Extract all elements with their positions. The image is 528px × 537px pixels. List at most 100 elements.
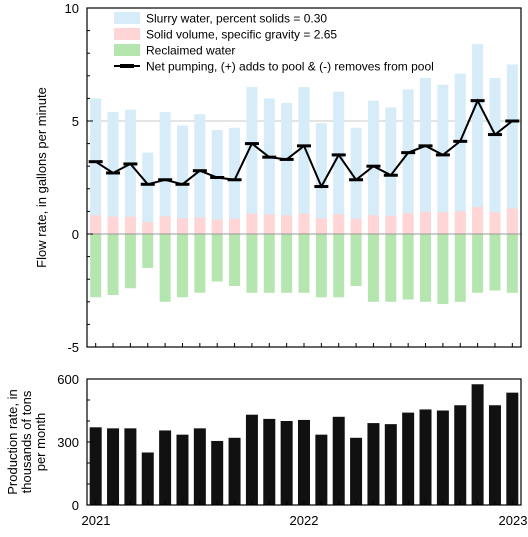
solid-volume-bar xyxy=(333,214,345,234)
solid-volume-bar xyxy=(229,218,241,234)
production-bar xyxy=(350,437,363,505)
slurry-water-bar xyxy=(281,102,293,234)
solid-volume-bar xyxy=(350,218,362,234)
reclaimed-water-bar xyxy=(229,234,241,286)
production-bar xyxy=(298,419,310,505)
reclaimed-water-bar xyxy=(385,234,397,302)
slurry-water-bar xyxy=(454,73,466,234)
solid-volume-bar xyxy=(420,212,432,234)
x-year-label: 2021 xyxy=(82,513,111,528)
solid-volume-bar xyxy=(315,218,327,234)
slurry-water-bar xyxy=(211,130,223,234)
reclaimed-water-bar xyxy=(472,234,484,293)
solid-volume-bar xyxy=(159,216,171,234)
solid-volume-bar xyxy=(124,216,136,234)
bottom-y-axis-title-line: per month xyxy=(33,413,48,472)
slurry-water-bar xyxy=(246,87,258,234)
reclaimed-water-bar xyxy=(281,234,293,293)
production-bar xyxy=(315,434,328,505)
production-bar xyxy=(263,418,276,505)
bottom-y-tick-label: 600 xyxy=(57,372,79,387)
solid-volume-bar xyxy=(472,206,484,234)
slurry-water-bar xyxy=(176,125,188,234)
solid-volume-bar xyxy=(489,212,501,234)
production-bar xyxy=(228,437,241,505)
reclaimed-water-bar xyxy=(367,234,379,302)
reclaimed-water-bar xyxy=(298,234,310,293)
top-y-axis-title: Flow rate, in gallons per minute xyxy=(34,87,49,268)
production-bar xyxy=(124,428,137,505)
slurry-water-bar xyxy=(402,89,414,234)
production-bar xyxy=(280,421,293,505)
reclaimed-water-bar xyxy=(263,234,275,293)
slurry-water-bar xyxy=(385,107,397,234)
top-y-tick-label: 5 xyxy=(72,114,79,129)
production-bar xyxy=(107,428,120,505)
solid-volume-bar xyxy=(402,213,414,234)
production-bar xyxy=(402,412,415,505)
reclaimed-water-bar xyxy=(454,234,466,302)
production-bar xyxy=(159,430,172,505)
slurry-water-bar xyxy=(194,114,206,234)
x-year-label: 2022 xyxy=(290,513,319,528)
top-y-tick-label: 0 xyxy=(72,227,79,242)
legend-label: Net pumping, (+) adds to pool & (-) remo… xyxy=(146,60,434,74)
solid-volume-bar xyxy=(194,217,206,234)
slurry-water-bar xyxy=(263,98,275,235)
reclaimed-water-bar xyxy=(211,234,223,282)
top-y-tick-label: 10 xyxy=(65,1,79,16)
legend-swatch xyxy=(114,28,140,40)
bottom-y-tick-label: 0 xyxy=(72,498,79,513)
reclaimed-water-bar xyxy=(315,234,327,298)
production-bar xyxy=(471,384,484,505)
solid-volume-bar xyxy=(90,215,102,234)
top-y-tick-label: -5 xyxy=(67,340,79,355)
reclaimed-water-bar xyxy=(159,234,171,302)
solid-volume-bar xyxy=(454,211,466,234)
solid-volume-bar xyxy=(107,216,119,234)
reclaimed-water-bar xyxy=(176,234,188,298)
reclaimed-water-bar xyxy=(90,234,102,298)
legend-label: Slurry water, percent solids = 0.30 xyxy=(146,12,327,26)
solid-volume-bar xyxy=(506,208,518,234)
reclaimed-water-bar xyxy=(194,234,206,293)
production-bar xyxy=(176,434,189,505)
reclaimed-water-bar xyxy=(124,234,136,289)
legend-swatch xyxy=(114,12,140,24)
reclaimed-water-bar xyxy=(142,234,154,268)
x-year-label: 2023 xyxy=(499,513,528,528)
reclaimed-water-bar xyxy=(350,234,362,286)
production-bar xyxy=(384,424,397,505)
legend-swatch xyxy=(114,44,140,56)
reclaimed-water-bar xyxy=(402,234,414,300)
slurry-water-bar xyxy=(90,98,102,235)
reclaimed-water-bar xyxy=(333,234,345,298)
bottom-y-tick-label: 300 xyxy=(57,435,79,450)
production-bar xyxy=(436,410,449,505)
reclaimed-water-bar xyxy=(437,234,449,305)
slurry-water-bar xyxy=(506,64,518,234)
slurry-water-bar xyxy=(472,44,484,234)
legend-label: Reclaimed water xyxy=(146,44,235,58)
solid-volume-bar xyxy=(246,213,258,234)
production-bar xyxy=(245,414,258,505)
production-bar xyxy=(367,423,380,505)
reclaimed-water-bar xyxy=(489,234,501,291)
production-bar xyxy=(454,405,467,505)
solid-volume-bar xyxy=(176,218,188,234)
slurry-water-bar xyxy=(315,123,327,234)
slurry-water-bar xyxy=(420,78,432,234)
slurry-water-bar xyxy=(437,84,449,234)
slurry-water-bar xyxy=(298,87,310,234)
solid-volume-bar xyxy=(437,212,449,234)
slurry-water-bar xyxy=(333,91,345,235)
solid-volume-bar xyxy=(263,214,275,234)
slurry-water-bar xyxy=(124,109,136,234)
production-bar xyxy=(419,409,432,505)
reclaimed-water-bar xyxy=(246,234,258,293)
slurry-water-bar xyxy=(489,78,501,234)
solid-volume-bar xyxy=(367,215,379,234)
legend-label: Solid volume, specific gravity = 2.65 xyxy=(146,28,337,42)
